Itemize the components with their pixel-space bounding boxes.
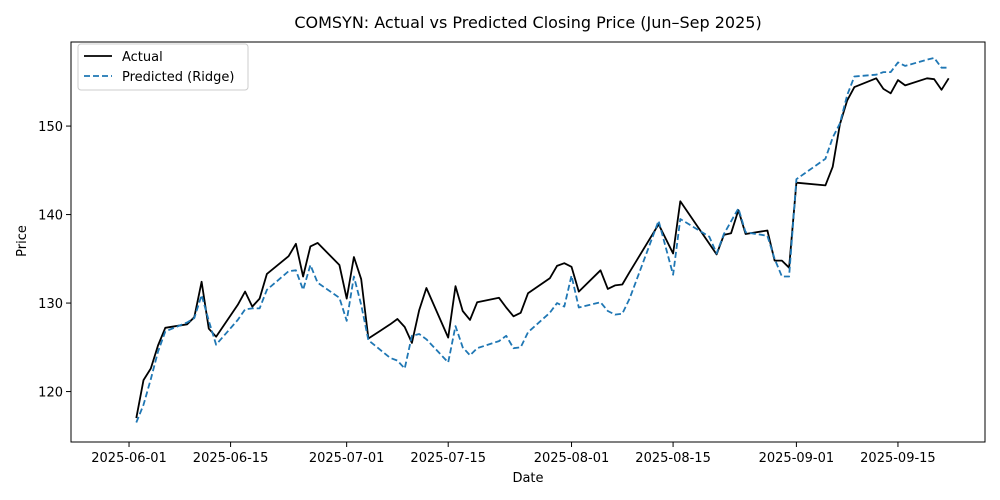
x-tick-label: 2025-08-01 <box>534 451 610 466</box>
actual-series-line <box>135 77 950 419</box>
y-axis: 120 130 140 150 <box>38 120 71 401</box>
legend-label-predicted: Predicted (Ridge) <box>122 70 234 85</box>
x-tick-label: 2025-06-01 <box>91 451 167 466</box>
x-tick-label: 2025-09-15 <box>860 451 936 466</box>
x-axis-title: Date <box>512 471 543 486</box>
chart-title: COMSYN: Actual vs Predicted Closing Pric… <box>294 13 761 32</box>
x-tick-label: 2025-06-15 <box>193 451 269 466</box>
legend: Actual Predicted (Ridge) <box>77 43 249 91</box>
legend-box <box>77 43 249 91</box>
plot-area <box>70 41 986 443</box>
y-tick-label: 150 <box>38 120 63 135</box>
y-tick-label: 140 <box>38 209 63 224</box>
x-axis: 2025-06-01 2025-06-15 2025-07-01 2025-07-15… <box>91 442 936 466</box>
y-tick-label: 130 <box>38 297 63 312</box>
y-tick-label: 120 <box>38 386 63 401</box>
x-tick-label: 2025-07-01 <box>309 451 385 466</box>
legend-label-actual: Actual <box>122 50 163 65</box>
x-tick-label: 2025-07-15 <box>410 451 486 466</box>
x-tick-label: 2025-08-15 <box>635 451 711 466</box>
plot-frame <box>70 41 986 443</box>
y-axis-title: Price <box>15 225 30 257</box>
x-tick-label: 2025-09-01 <box>759 451 835 466</box>
predicted-series-line <box>135 57 949 423</box>
